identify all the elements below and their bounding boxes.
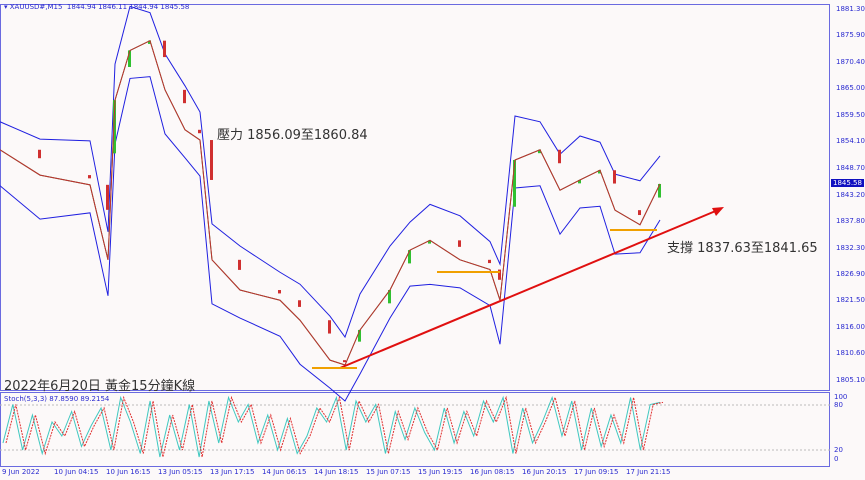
candle <box>210 140 213 180</box>
price-tick: 1848.70 <box>836 163 865 172</box>
price-tick: 1805.10 <box>836 376 865 385</box>
candle <box>183 89 186 104</box>
candle <box>343 360 346 363</box>
stoch-axis-20: 20 <box>834 446 843 454</box>
price-tick: 1816.00 <box>836 323 865 331</box>
candle <box>106 184 109 210</box>
price-tick: 1859.50 <box>836 111 865 120</box>
candle <box>558 149 561 164</box>
stoch-axis-80: 80 <box>834 401 843 409</box>
price-tick: 1843.20 <box>836 190 865 199</box>
candle <box>328 320 331 334</box>
stoch-main-line <box>2 395 661 458</box>
candle <box>598 170 601 174</box>
candle <box>613 170 616 184</box>
time-tick: 15 Jun 07:15 <box>366 468 411 476</box>
candle <box>88 175 91 179</box>
candle <box>198 129 201 134</box>
candle <box>298 300 301 307</box>
candle <box>538 149 541 154</box>
symbol-header: ▾ XAUUSD#,M15 1844.94 1846.11 1844.94 18… <box>4 3 190 11</box>
candle <box>38 149 41 159</box>
candle <box>578 179 581 184</box>
time-tick: 14 Jun 18:15 <box>314 468 359 476</box>
stoch-label: Stoch(5,3,3) 87.8590 89.2154 <box>4 395 110 403</box>
resistance-annotation: 壓力 1856.09至1860.84 <box>217 128 368 143</box>
price-tick: 1870.40 <box>836 58 865 67</box>
candle <box>658 183 661 198</box>
candle <box>428 240 431 244</box>
candle <box>513 159 516 207</box>
price-tick: 1821.50 <box>836 296 865 305</box>
time-tick: 16 Jun 08:15 <box>470 468 515 476</box>
time-tick: 15 Jun 19:15 <box>418 468 463 476</box>
chart-caption: 2022年6月20日 黃金15分鐘K線 <box>4 379 196 394</box>
trend-arrow-head <box>712 207 724 216</box>
time-tick: 17 Jun 09:15 <box>574 468 619 476</box>
candle <box>358 329 361 342</box>
price-tick: 1865.00 <box>836 84 865 93</box>
time-tick: 13 Jun 17:15 <box>210 468 255 476</box>
candle <box>408 250 411 264</box>
time-tick: 17 Jun 21:15 <box>626 468 671 476</box>
candle <box>128 50 131 67</box>
stoch-axis-100: 100 <box>834 393 848 401</box>
time-tick: 16 Jun 20:15 <box>522 468 567 476</box>
candle <box>163 40 166 58</box>
symbol-label: XAUUSD#,M15 <box>9 3 63 11</box>
time-tick: 14 Jun 06:15 <box>262 468 307 476</box>
candle <box>113 100 116 154</box>
price-tick: 1881.30 <box>836 5 865 13</box>
price-panel-border <box>0 4 830 391</box>
support-annotation: 支撐 1837.63至1841.65 <box>667 241 818 256</box>
lower-band <box>0 76 661 402</box>
candle <box>388 290 391 304</box>
price-tick: 1875.90 <box>836 31 865 40</box>
current-price-tag: 1845.58 <box>831 178 864 187</box>
candle <box>638 210 641 216</box>
price-tick: 1810.60 <box>836 349 865 358</box>
price-tick: 1832.30 <box>836 243 865 252</box>
price-tick: 1837.80 <box>836 216 865 225</box>
candle <box>148 40 151 44</box>
price-tick: 1826.90 <box>836 269 865 278</box>
candle <box>488 259 491 264</box>
time-tick: 13 Jun 05:15 <box>158 468 203 476</box>
ohlc-values: 1844.94 1846.11 1844.94 1845.58 <box>66 3 190 11</box>
time-tick: 10 Jun 16:15 <box>106 468 151 476</box>
candle <box>458 240 461 247</box>
price-tick: 1854.10 <box>836 137 865 146</box>
stoch-panel-border <box>0 392 830 467</box>
candle <box>278 290 281 294</box>
upper-band <box>0 5 661 339</box>
time-tick: 10 Jun 04:15 <box>54 468 99 476</box>
candle <box>238 259 241 270</box>
candle <box>498 269 501 280</box>
stoch-signal-line <box>5 395 664 458</box>
trend-line[interactable] <box>339 209 719 369</box>
time-tick: 9 Jun 2022 <box>2 468 40 476</box>
stoch-axis-0: 0 <box>834 455 839 463</box>
